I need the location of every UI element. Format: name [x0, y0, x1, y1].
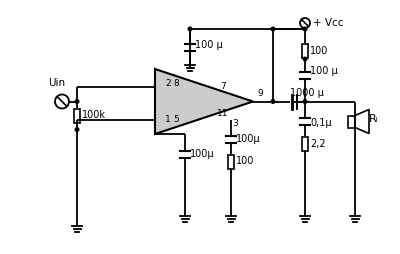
Text: Rₗ: Rₗ [369, 115, 379, 124]
Text: 100 μ: 100 μ [310, 66, 338, 76]
Circle shape [271, 27, 275, 31]
Circle shape [188, 27, 192, 31]
Text: 11: 11 [217, 109, 229, 118]
Text: 1000 μ: 1000 μ [290, 87, 324, 98]
Text: 100μ: 100μ [236, 135, 261, 145]
Text: 1: 1 [165, 116, 171, 124]
Text: + Vcc: + Vcc [313, 18, 344, 28]
Circle shape [303, 57, 307, 61]
Circle shape [303, 100, 307, 103]
Circle shape [271, 100, 275, 103]
Bar [302, 44, 308, 58]
Text: 100 μ: 100 μ [195, 40, 223, 50]
Bar [228, 154, 234, 168]
Circle shape [75, 128, 79, 131]
Text: 9: 9 [257, 89, 263, 98]
Polygon shape [155, 69, 253, 134]
Circle shape [75, 100, 79, 103]
Text: 2,2: 2,2 [310, 138, 326, 149]
Text: 0,1μ: 0,1μ [310, 119, 332, 129]
Bar [348, 116, 355, 128]
Bar [74, 108, 80, 122]
Text: 100μ: 100μ [190, 149, 215, 159]
Circle shape [303, 27, 307, 31]
Text: 100: 100 [236, 156, 254, 167]
Text: 7: 7 [220, 82, 226, 91]
Text: 2: 2 [165, 78, 171, 87]
Bar [302, 136, 308, 151]
Text: Uin: Uin [48, 77, 66, 87]
Text: 100k: 100k [82, 110, 106, 120]
Text: 3: 3 [232, 119, 238, 128]
Text: 8: 8 [173, 78, 179, 87]
Text: 100: 100 [310, 46, 328, 56]
Text: 5: 5 [173, 116, 179, 124]
